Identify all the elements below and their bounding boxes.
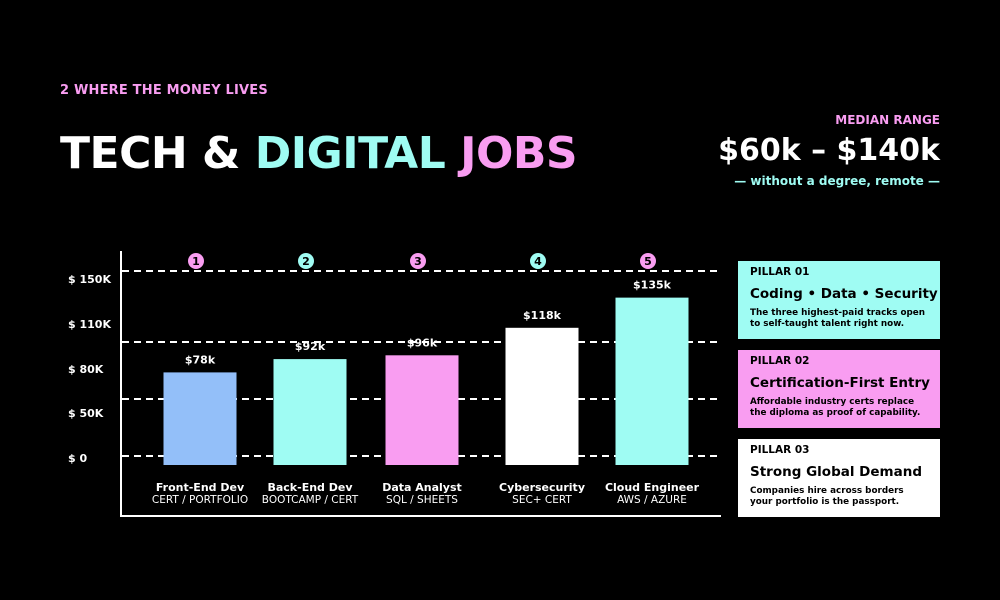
y-tick-label: $ 150K	[68, 273, 111, 286]
median-range-value: $60k – $140k	[718, 133, 940, 168]
title-part-digital: DIGITAL	[254, 128, 446, 179]
pillar-description: The three highest-paid tracks open to se…	[750, 308, 926, 329]
value-label: $92k	[295, 340, 326, 353]
pillar-card-02: PILLAR 02 Certification-First Entry Affo…	[738, 350, 940, 428]
title-part-tech: TECH &	[60, 128, 255, 179]
value-label: $118k	[523, 309, 562, 322]
axes	[120, 251, 721, 517]
pillar-tag: PILLAR 01	[750, 266, 810, 278]
category-sublabel: SQL / SHEETS	[386, 494, 458, 506]
bar	[163, 372, 237, 465]
value-label: $78k	[185, 353, 216, 366]
section-eyebrow: 2 WHERE THE MONEY LIVES	[60, 83, 268, 98]
bars	[163, 297, 689, 465]
rank-number: 2	[302, 255, 310, 268]
y-tick-label: $ 50K	[68, 407, 104, 420]
category-label: Back-End Dev	[267, 481, 353, 494]
bar	[615, 297, 689, 465]
median-range-box: MEDIAN RANGE $60k – $140k — without a de…	[718, 113, 940, 188]
title-part-jobs: JOBS	[460, 128, 578, 179]
pillar-tag: PILLAR 02	[750, 355, 810, 367]
value-label: $96k	[407, 336, 438, 349]
rank-badge	[530, 253, 546, 269]
category-sublabel: CERT / PORTFOLIO	[152, 494, 248, 506]
rank-badge	[188, 253, 204, 269]
rank-number: 5	[644, 255, 652, 268]
rank-badge	[410, 253, 426, 269]
rank-badge	[298, 253, 314, 269]
category-label: Cloud Engineer	[605, 481, 700, 494]
category-label: Cybersecurity	[499, 481, 585, 494]
pillar-title: Coding • Data • Security	[750, 286, 938, 302]
rank-number: 4	[534, 255, 542, 268]
pillar-card-01: PILLAR 01 Coding • Data • Security The t…	[738, 261, 940, 339]
bar	[505, 327, 579, 465]
pillars-panel: PILLAR 01 Coding • Data • Security The t…	[738, 261, 940, 528]
category-sublabel: BOOTCAMP / CERT	[262, 494, 359, 506]
rank-number: 1	[192, 255, 200, 268]
rank-number: 3	[414, 255, 422, 268]
value-label: $135k	[633, 279, 672, 292]
pillar-description: Companies hire across borders your portf…	[750, 486, 904, 507]
category-label: Data Analyst	[382, 481, 462, 494]
pillar-title: Strong Global Demand	[750, 464, 922, 480]
bar	[273, 359, 347, 465]
median-range-note: — without a degree, remote —	[734, 174, 940, 188]
page-title: TECH & DIGITAL JOBS	[60, 126, 578, 182]
y-tick-label: $ 0	[68, 452, 87, 465]
category-label: Front-End Dev	[156, 481, 245, 494]
category-sublabel: SEC+ CERT	[512, 494, 572, 506]
y-tick-label: $ 110K	[68, 318, 111, 331]
labels: $ 0 $ 50K $ 80K $ 110K $ 150K $78k 1 Front-End …	[68, 253, 700, 506]
pillar-card-03: PILLAR 03 Strong Global Demand Companies…	[738, 439, 940, 517]
median-range-label: MEDIAN RANGE	[835, 113, 940, 127]
pillar-description: Affordable industry certs replace the di…	[750, 397, 921, 418]
pillar-tag: PILLAR 03	[750, 444, 810, 456]
category-sublabel: AWS / AZURE	[617, 494, 687, 506]
bar	[385, 355, 459, 465]
rank-badge	[640, 253, 656, 269]
y-tick-label: $ 80K	[68, 363, 104, 376]
pillar-title: Certification-First Entry	[750, 375, 930, 391]
